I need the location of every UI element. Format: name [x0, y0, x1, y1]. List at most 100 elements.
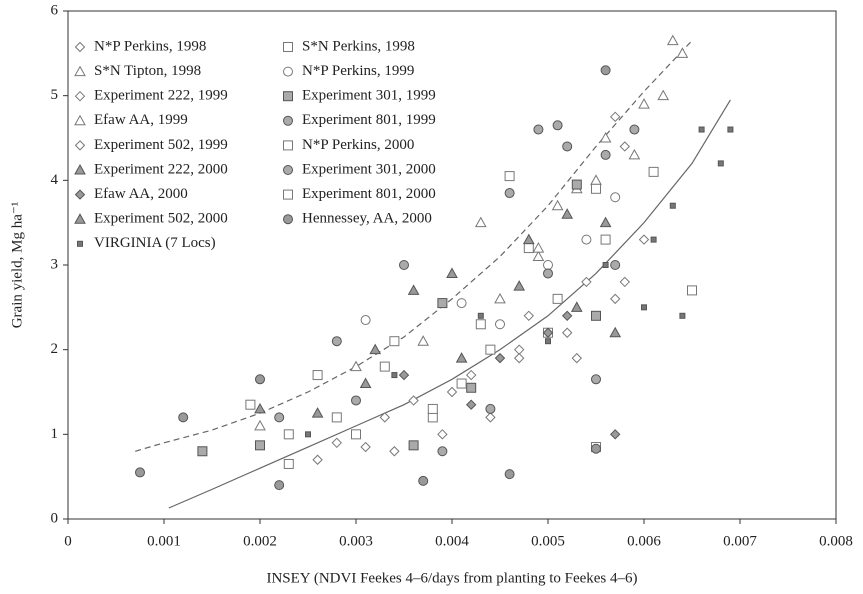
fit-curve: [135, 40, 693, 452]
data-point: [254, 419, 266, 431]
data-point: [255, 440, 265, 451]
legend-label: N*P Perkins, 1998: [94, 38, 206, 54]
data-point: [331, 336, 342, 347]
data-point: [545, 338, 551, 345]
legend-marker: [74, 213, 86, 224]
legend-marker: [283, 165, 293, 175]
legend-label: Experiment 301, 1999: [302, 88, 436, 104]
legend-marker: [77, 240, 83, 247]
y-tick-label: 1: [51, 426, 59, 442]
y-axis-label: Grain yield, Mg ha⁻¹: [9, 202, 25, 329]
data-point: [698, 126, 705, 133]
data-point: [446, 386, 458, 398]
data-point: [669, 202, 676, 209]
legend-label: Experiment 301, 2000: [302, 161, 436, 177]
legend-label: Efaw AA, 2000: [94, 186, 188, 202]
legend-marker: [283, 91, 293, 102]
data-point: [600, 234, 611, 245]
data-point: [650, 236, 657, 243]
data-point: [312, 370, 323, 381]
data-point: [609, 326, 622, 338]
y-tick-label: 6: [51, 2, 59, 18]
data-point: [408, 440, 419, 451]
data-point: [648, 166, 659, 177]
data-point: [602, 262, 609, 268]
y-tick-label: 0: [51, 510, 59, 526]
legend-label: S*N Tipton, 1998: [94, 63, 201, 79]
x-tick-label: 0.008: [819, 533, 853, 549]
data-point: [331, 412, 342, 423]
data-point: [305, 431, 311, 438]
legend-marker: [74, 140, 86, 151]
data-point: [591, 374, 601, 385]
data-point: [283, 429, 294, 440]
data-point: [522, 233, 535, 245]
data-point: [417, 335, 430, 346]
data-point: [274, 412, 285, 423]
data-point: [254, 402, 266, 414]
legend-label: Experiment 502, 1999: [94, 137, 228, 153]
data-point: [369, 343, 382, 355]
data-point: [552, 293, 563, 304]
data-point: [379, 412, 391, 423]
data-point: [456, 298, 467, 309]
data-point: [628, 148, 641, 160]
data-point: [590, 174, 602, 185]
data-point: [197, 446, 208, 457]
data-point: [465, 369, 477, 381]
data-point: [456, 378, 467, 389]
data-point: [350, 360, 362, 372]
data-point: [600, 149, 611, 160]
data-point: [255, 374, 265, 385]
data-point: [609, 293, 621, 305]
data-point: [687, 285, 697, 296]
x-axis-label: INSEY (NDVI Feekes 4–6/days from plantin…: [266, 570, 637, 586]
fit-curve: [168, 99, 731, 509]
y-tick-label: 5: [51, 87, 59, 103]
data-point: [571, 352, 583, 364]
legend-marker: [74, 189, 86, 200]
data-point: [474, 216, 487, 228]
data-point: [562, 141, 573, 152]
legend-marker: [74, 41, 86, 53]
data-point: [629, 124, 640, 135]
data-point: [619, 276, 631, 288]
data-point: [533, 124, 544, 135]
data-point: [274, 480, 285, 491]
x-tick-label: 0: [64, 533, 72, 549]
data-point: [178, 412, 189, 423]
data-point: [513, 352, 525, 364]
data-point: [283, 458, 294, 469]
x-tick-label: 0.006: [627, 533, 661, 549]
legend-marker: [74, 163, 86, 175]
data-point: [351, 395, 361, 406]
data-point: [552, 120, 563, 131]
data-point: [599, 131, 612, 143]
data-point: [389, 336, 400, 347]
legend-marker: [283, 66, 293, 77]
data-point: [331, 437, 343, 449]
data-point: [543, 268, 553, 279]
data-point: [504, 171, 515, 182]
legend-label: S*N Perkins, 1998: [302, 38, 415, 54]
data-point: [543, 260, 553, 270]
data-point: [408, 395, 419, 406]
data-point: [561, 327, 573, 338]
data-point: [591, 443, 601, 454]
legend-marker: [283, 214, 293, 225]
legend-label: Experiment 222, 1999: [94, 88, 228, 104]
data-point: [360, 315, 371, 326]
data-point: [610, 260, 621, 270]
data-point: [360, 441, 371, 453]
data-point: [609, 111, 621, 123]
x-tick-label: 0.005: [531, 533, 565, 549]
legend-label: Efaw AA, 1999: [94, 112, 188, 128]
data-point: [727, 126, 734, 133]
data-point: [609, 429, 621, 440]
data-point: [485, 412, 496, 423]
legend-label: Hennessey, AA, 2000: [302, 211, 432, 227]
data-point: [638, 234, 650, 245]
data-point: [391, 372, 398, 379]
data-point: [551, 199, 564, 211]
